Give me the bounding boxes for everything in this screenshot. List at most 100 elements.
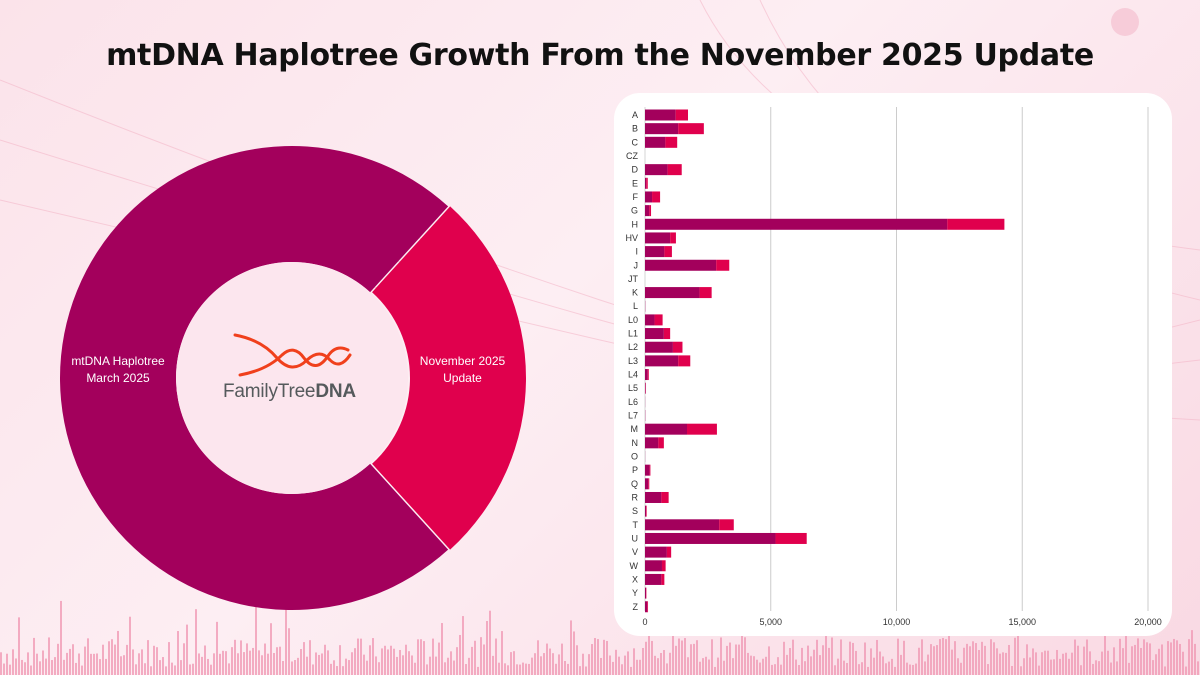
y-category-label: G <box>631 206 638 216</box>
bar-march-2025 <box>645 328 664 340</box>
bar-march-2025 <box>645 423 688 435</box>
y-category-label: JT <box>628 274 639 284</box>
dna-helix-logo-icon <box>233 333 352 377</box>
bar-november-2025-update <box>652 191 661 203</box>
bar-march-2025 <box>645 314 655 326</box>
y-category-label: L <box>633 301 638 311</box>
bar-november-2025-update <box>678 123 704 135</box>
y-category-label: V <box>632 547 638 557</box>
x-tick-label: 20,000 <box>1134 617 1162 627</box>
bar-november-2025-update <box>666 546 672 558</box>
y-category-label: P <box>632 465 638 475</box>
y-category-label: Z <box>633 602 639 612</box>
bar-november-2025-update <box>661 573 665 585</box>
y-category-label: H <box>632 219 639 229</box>
y-category-label: N <box>632 438 639 448</box>
bar-november-2025-update <box>670 232 676 244</box>
y-category-label: W <box>630 561 639 571</box>
donut-label-march: mtDNA Haplotree March 2025 <box>71 354 165 385</box>
bar-march-2025 <box>645 546 667 558</box>
donut-hole <box>176 262 408 494</box>
bar-november-2025-update <box>687 423 717 435</box>
bar-march-2025 <box>645 218 948 230</box>
bar-november-2025-update <box>661 560 666 572</box>
y-category-label: CZ <box>626 151 638 161</box>
x-tick-label: 15,000 <box>1008 617 1036 627</box>
donut-slice-march-2025 <box>60 146 449 610</box>
bar-march-2025 <box>645 164 668 176</box>
bar-march-2025 <box>645 478 649 490</box>
bar-november-2025-update <box>675 109 689 121</box>
bar-november-2025-update <box>661 491 669 503</box>
y-category-label: O <box>631 452 638 462</box>
bar-march-2025 <box>645 491 662 503</box>
y-category-label: C <box>632 137 639 147</box>
bar-march-2025 <box>645 205 650 217</box>
y-category-label: L5 <box>628 383 638 393</box>
bar-march-2025 <box>645 464 650 476</box>
donut-chart <box>60 146 527 610</box>
y-category-label: T <box>633 520 639 530</box>
bar-november-2025-update <box>667 164 682 176</box>
bar-november-2025-update <box>649 464 651 476</box>
bar-march-2025 <box>645 519 720 531</box>
y-category-label: R <box>632 492 639 502</box>
bar-march-2025 <box>645 437 659 449</box>
bar-march-2025 <box>645 369 648 381</box>
bar-november-2025-update <box>654 314 663 326</box>
y-category-label: L0 <box>628 315 638 325</box>
bar-november-2025-update <box>947 218 1005 230</box>
donut-slice-november-2025-update <box>372 206 527 550</box>
page-title: mtDNA Haplotree Growth From the November… <box>106 38 1094 73</box>
y-category-label: L2 <box>628 342 638 352</box>
y-category-label: U <box>632 533 639 543</box>
x-tick-label: 0 <box>642 617 647 627</box>
bar-november-2025-update <box>647 369 649 381</box>
bar-march-2025 <box>645 191 653 203</box>
y-category-label: B <box>632 124 638 134</box>
bar-november-2025-update <box>664 246 672 258</box>
bar-november-2025-update <box>665 136 678 148</box>
y-category-label: Q <box>631 479 638 489</box>
y-category-label: D <box>632 165 639 175</box>
bar-march-2025 <box>645 136 666 148</box>
bar-march-2025 <box>645 123 679 135</box>
bar-november-2025-update <box>646 505 647 517</box>
y-category-label: X <box>632 574 638 584</box>
bar-november-2025-update <box>658 437 664 449</box>
familytreedna-logo-text: FamilyTreeDNA <box>223 381 356 402</box>
y-category-label: L3 <box>628 356 638 366</box>
bar-november-2025-update <box>719 519 734 531</box>
bar-november-2025-update <box>775 532 807 544</box>
bar-march-2025 <box>645 355 679 367</box>
bar-november-2025-update <box>648 478 650 490</box>
y-category-label: M <box>631 424 639 434</box>
bar-march-2025 <box>645 505 647 517</box>
bar-november-2025-update <box>649 205 652 217</box>
bar-march-2025 <box>645 532 776 544</box>
bar-march-2025 <box>645 601 648 613</box>
bar-march-2025 <box>645 246 665 258</box>
bar-march-2025 <box>645 587 647 599</box>
x-tick-label: 5,000 <box>759 617 782 627</box>
y-category-label: A <box>632 110 638 120</box>
bar-march-2025 <box>645 382 646 394</box>
y-category-label: K <box>632 288 638 298</box>
donut-label-update: November 2025 Update <box>419 354 506 385</box>
y-category-label: L4 <box>628 370 638 380</box>
y-category-label: HV <box>625 233 638 243</box>
y-category-label: E <box>632 178 638 188</box>
y-category-label: J <box>634 260 639 270</box>
y-category-label: F <box>633 192 639 202</box>
y-category-label: Y <box>632 588 638 598</box>
y-category-label: S <box>632 506 638 516</box>
y-category-label: L7 <box>628 411 638 421</box>
bar-march-2025 <box>645 259 717 271</box>
y-category-label: L1 <box>628 329 638 339</box>
x-tick-label: 10,000 <box>883 617 911 627</box>
bar-november-2025-update <box>672 341 683 353</box>
bar-march-2025 <box>645 232 671 244</box>
bar-november-2025-update <box>646 177 648 189</box>
